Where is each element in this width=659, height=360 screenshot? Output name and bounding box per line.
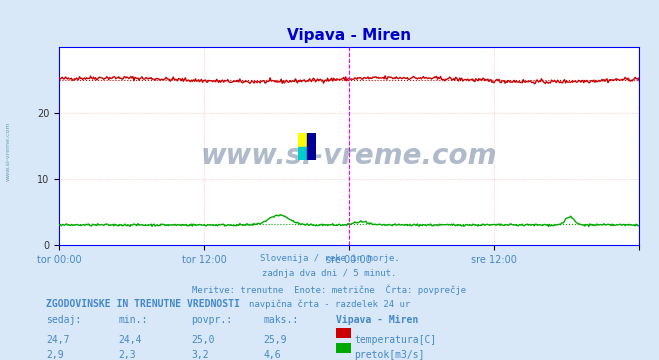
- Text: ZGODOVINSKE IN TRENUTNE VREDNOSTI: ZGODOVINSKE IN TRENUTNE VREDNOSTI: [46, 299, 240, 309]
- Text: www.si-vreme.com: www.si-vreme.com: [5, 121, 11, 181]
- Text: Vipava - Miren: Vipava - Miren: [336, 315, 418, 325]
- Bar: [298, 147, 307, 160]
- Text: www.si-vreme.com: www.si-vreme.com: [201, 142, 498, 170]
- Text: 2,3: 2,3: [119, 350, 136, 360]
- Text: 4,6: 4,6: [264, 350, 281, 360]
- Text: min.:: min.:: [119, 315, 148, 325]
- Text: sedaj:: sedaj:: [46, 315, 81, 325]
- Text: 24,4: 24,4: [119, 335, 142, 345]
- Text: temperatura[C]: temperatura[C]: [355, 335, 437, 345]
- Text: Slovenija / reke in morje.: Slovenija / reke in morje.: [260, 254, 399, 263]
- Title: Vipava - Miren: Vipava - Miren: [287, 28, 411, 43]
- Bar: [307, 133, 316, 160]
- Text: pretok[m3/s]: pretok[m3/s]: [355, 350, 425, 360]
- Text: povpr.:: povpr.:: [191, 315, 232, 325]
- Bar: [298, 133, 307, 147]
- Text: 3,2: 3,2: [191, 350, 209, 360]
- Text: 24,7: 24,7: [46, 335, 70, 345]
- Text: 25,9: 25,9: [264, 335, 287, 345]
- Text: navpična črta - razdelek 24 ur: navpična črta - razdelek 24 ur: [249, 299, 410, 309]
- Text: zadnja dva dni / 5 minut.: zadnja dva dni / 5 minut.: [262, 269, 397, 278]
- Text: Meritve: trenutne  Enote: metrične  Črta: povprečje: Meritve: trenutne Enote: metrične Črta: …: [192, 284, 467, 294]
- Text: maks.:: maks.:: [264, 315, 299, 325]
- Text: 2,9: 2,9: [46, 350, 64, 360]
- Text: 25,0: 25,0: [191, 335, 215, 345]
